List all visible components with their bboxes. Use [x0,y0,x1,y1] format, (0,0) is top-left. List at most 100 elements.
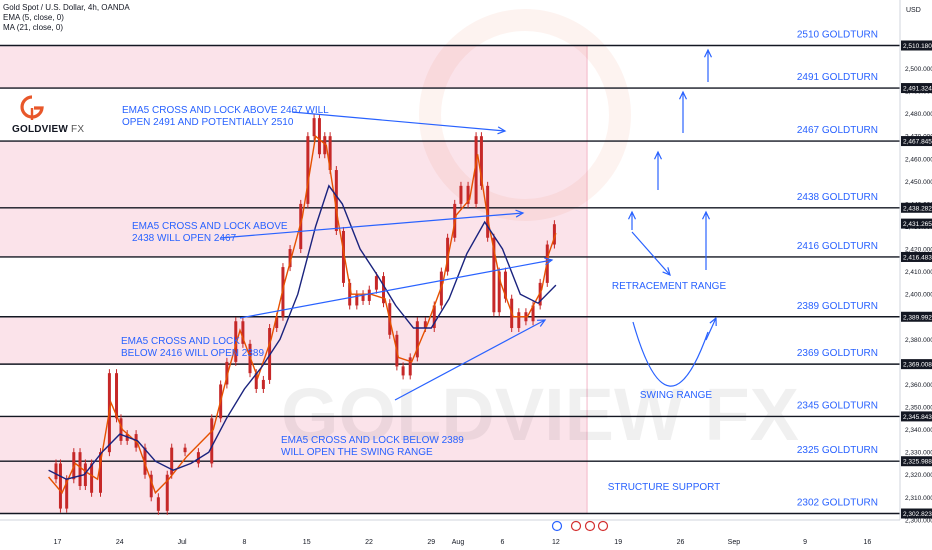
arrow-swing-note-head-icon [536,319,547,327]
candle-body [503,271,507,299]
candle-body [408,357,412,376]
price-tick-label: 2,340.000 [905,427,932,434]
arrow-swing-note [394,319,546,401]
chart-legend: Gold Spot / U.S. Dollar, 4h, OANDA EMA (… [3,3,130,33]
watermark-text: GOLDVIEW FX [281,373,799,456]
candle-body [90,463,94,493]
candle-body [341,230,345,283]
candle-body [156,497,160,511]
price-tick-label: 2,410.000 [905,269,932,276]
current-price-tag-bg [901,218,932,229]
logo-text: GOLDVIEW FX [12,124,84,135]
annotation-text: EMA5 CROSS AND LOCK BELOW 2389 [281,435,464,446]
candle-body [54,463,58,480]
time-tick-label: 19 [614,539,622,546]
arrow-2416-note-head-icon [544,257,554,266]
arrow-retrace-down-head-icon [662,267,671,277]
candle-body [210,418,214,464]
candle-body [261,379,265,389]
candle-body [374,276,378,290]
arrow-retrace-down [631,231,671,276]
current-price-tag: 2,431.265 [903,221,932,228]
price-tick-label: 2,350.000 [905,405,932,412]
level-price-tag-bg [901,136,932,147]
logo-name: GOLDVIEW [12,124,69,135]
goldview-logo: GOLDVIEW FX [12,94,102,140]
level-price-tag: 2,510.180 [903,43,932,50]
candle-body [367,289,371,301]
time-tick-label: Jul [178,539,187,546]
currency-label: USD [906,7,921,14]
candle-body [83,463,87,487]
us-flag-icon [570,520,582,532]
candle-body [517,312,521,329]
time-tick-label: 26 [677,539,685,546]
time-tick-label: 8 [242,539,246,546]
arrow-up-2510-head-icon [703,48,713,58]
swing-curve [632,321,709,387]
arrow-up-2467-head-icon [653,150,663,160]
level-label: 2416 GOLDTURN [797,241,878,252]
time-tick-label: 15 [303,539,311,546]
annotation-text: WILL OPEN THE SWING RANGE [281,447,433,458]
candle-body [78,452,82,487]
zone-band [0,416,588,514]
us-flag-icon [584,520,596,532]
time-tick-label: 17 [54,539,62,546]
time-tick-label: Sep [728,539,741,546]
price-tick-label: 2,460.000 [905,156,932,163]
candle-body [225,361,229,385]
annotation-text: STRUCTURE SUPPORT [608,482,721,493]
candle-body [165,474,169,511]
price-tick-label: 2,400.000 [905,292,932,299]
zone-band [0,316,588,365]
level-price-tag-bg [901,508,932,519]
candle-body [99,452,102,493]
candle-body [306,136,310,204]
candle-body [459,185,463,204]
time-tick-label: 6 [501,539,505,546]
candle-body [115,373,119,419]
annotation-text: RETRACEMENT RANGE [612,281,727,292]
ema5-line [48,134,557,495]
candle-body [474,136,478,204]
swing-curve-head [705,317,717,341]
level-price-tag: 2,467.845 [903,139,932,146]
time-tick-label: 16 [864,539,872,546]
level-label: 2302 GOLDTURN [797,498,878,509]
arrow-up-2491-head-icon [678,90,688,100]
arrow-2416-note [239,259,553,319]
annotation-text: 2438 WILL OPEN 2467 [132,233,237,244]
level-price-tag: 2,325.988 [903,459,932,466]
candle-body [323,136,327,155]
candle-body [538,282,542,306]
level-price-tag-bg [901,40,932,51]
candle-body [361,294,365,301]
level-price-tag-bg [901,83,932,94]
level-label: 2510 GOLDTURN [797,30,878,41]
us-flag-icon [597,520,609,532]
level-price-tag-bg [901,411,932,422]
level-label: 2438 GOLDTURN [797,192,878,203]
candle-body [466,185,470,204]
candle-body [119,418,123,441]
price-tick-label: 2,360.000 [905,382,932,389]
candle-body [492,237,496,313]
candle-body [328,136,332,171]
ma-legend: MA (21, close, 0) [3,23,64,32]
candle-body [552,224,556,245]
candle-body [58,463,62,509]
candle-body [170,447,174,475]
zone-band [0,141,588,208]
logo-suffix: FX [71,124,85,135]
price-tick-label: 2,320.000 [905,472,932,479]
candle-body [149,474,153,498]
level-price-tag: 2,345.843 [903,414,932,421]
price-tick-label: 2,500.000 [905,66,932,73]
candle-body [382,276,386,304]
arrow-2438-note-head-icon [515,209,525,218]
level-price-tag: 2,491.324 [903,86,932,93]
level-price-tag: 2,438.282 [903,205,932,212]
arrow-2467-note-head-icon [497,126,507,135]
